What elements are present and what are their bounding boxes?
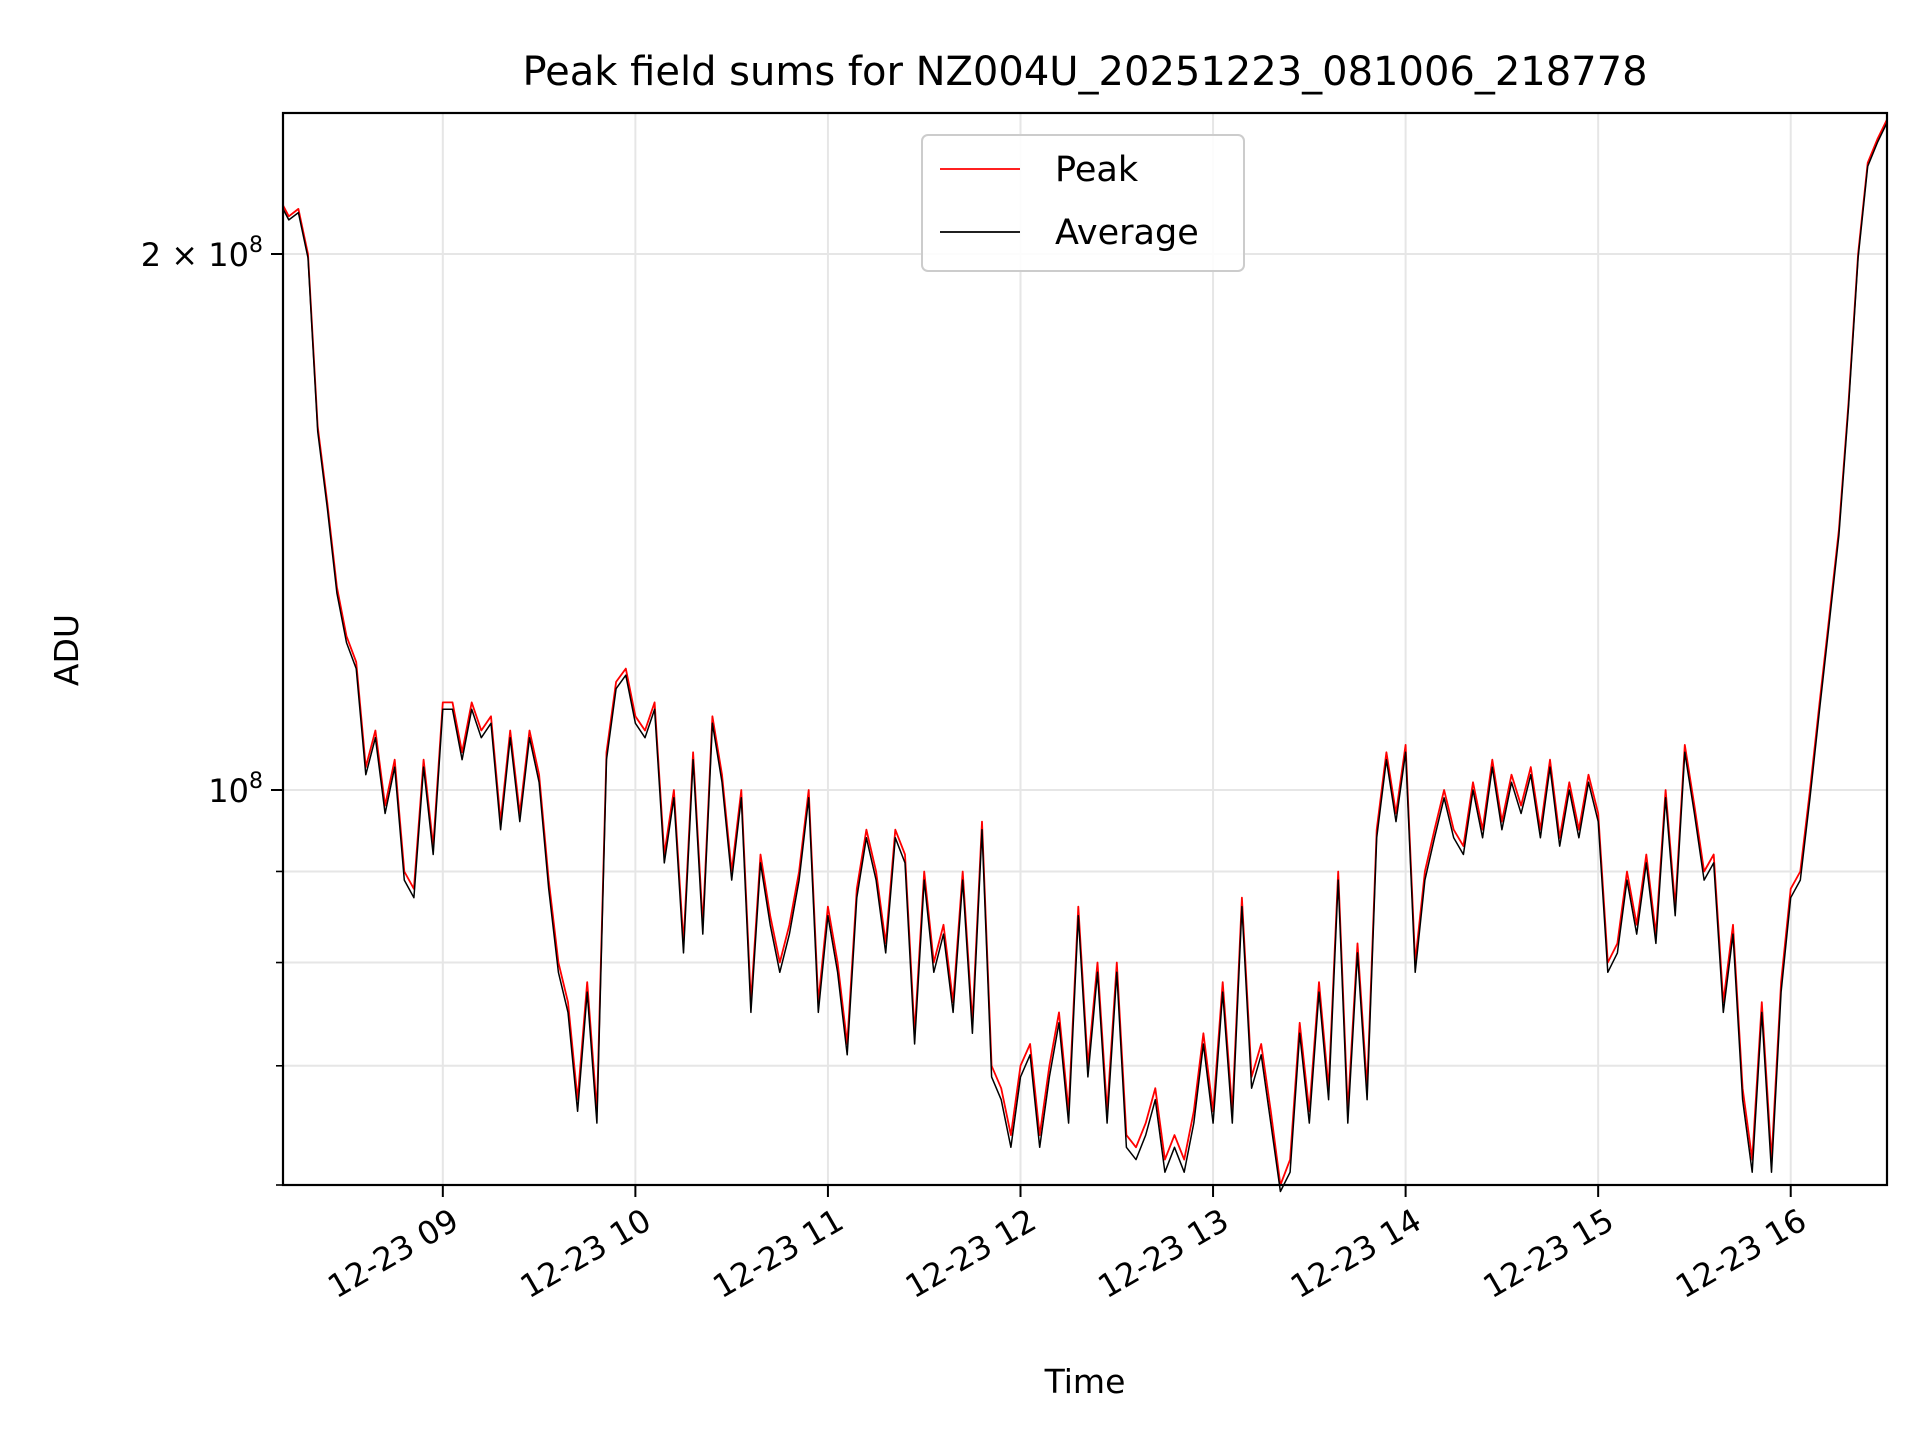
legend: Peak Average [921, 134, 1245, 272]
y-tick-label: 2 × 108 [141, 233, 263, 274]
plot-frame [281, 111, 1889, 1187]
legend-label-average: Average [1055, 213, 1199, 253]
y-tick-base: 10 [208, 236, 249, 274]
y-tick-exponent: 8 [249, 233, 263, 258]
chart-title: Peak field sums for NZ004U_20251223_0810… [522, 49, 1647, 95]
y-axis-label: ADU [47, 614, 86, 686]
plot-area [282, 119, 1888, 1193]
y-tick-exponent: 8 [249, 769, 263, 794]
legend-label-peak: Peak [1055, 150, 1139, 190]
series-line-average [282, 122, 1888, 1193]
y-tick-prefix: 2 × [141, 236, 209, 274]
x-axis-label: Time [1044, 1362, 1126, 1401]
y-tick-label: 108 [208, 769, 263, 810]
y-tick-base: 10 [208, 772, 249, 810]
